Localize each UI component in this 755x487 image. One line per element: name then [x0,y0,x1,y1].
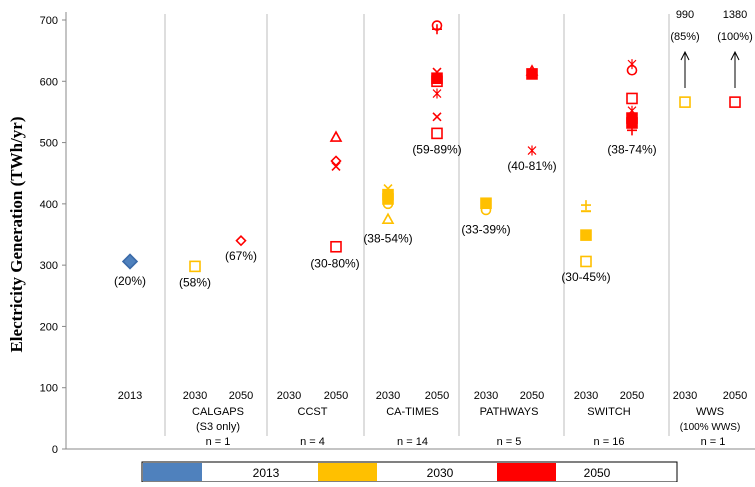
data-point-plus [432,24,442,35]
data-point-square [626,92,638,105]
y-tick-label: 500 [40,138,58,150]
x-column-label: 2050 [520,390,544,402]
offscale-arrowhead [680,50,690,61]
data-point-square [330,240,342,253]
range-annotation: (59-89%) [412,143,461,157]
data-point-diamond [235,234,247,247]
group-n-label: n = 16 [594,436,625,448]
data-point-square [431,127,443,140]
offscale-arrowhead [730,50,740,61]
x-column-label: 2050 [620,390,644,402]
range-annotation: (20%) [114,274,146,288]
data-point-circle [382,198,394,210]
group-subtitle: (S3 only) [196,421,240,433]
data-point-x [331,161,341,172]
x-column-label: 2050 [723,390,747,402]
x-column-label: 2030 [277,390,301,402]
offscale-value-label: 1380 [723,9,747,21]
x-column-label: 2030 [183,390,207,402]
data-point-square [580,255,592,268]
group-name: SWITCH [587,406,630,418]
group-subtitle: (100% WWS) [680,422,741,433]
y-tick-label: 400 [40,199,58,211]
x-column-label: 2030 [376,390,400,402]
data-point-filled-square [431,72,443,85]
offscale-percent-label: (85%) [670,31,699,43]
data-point-filled-square [480,197,492,210]
group-n-label: n = 4 [300,436,325,448]
legend-label: 2030 [427,466,454,480]
data-point-diamond [121,253,139,270]
x-column-label: 2030 [474,390,498,402]
data-point-filled-square [580,229,592,241]
group-name: CA-TIMES [386,406,439,418]
y-tick-label: 700 [40,15,58,27]
data-point-circle [480,204,492,216]
data-point-square [189,260,201,273]
y-tick-label: 200 [40,321,58,333]
range-annotation: (30-80%) [310,257,359,271]
y-tick-label: 0 [52,444,58,456]
data-point-square [679,96,691,108]
range-annotation: (38-54%) [363,231,412,245]
legend-swatch [497,463,556,481]
x-column-label: 2050 [229,390,253,402]
x-column-label: 2030 [673,390,697,402]
data-point-star [527,145,537,156]
group-name: WWS [696,406,724,418]
range-annotation: (67%) [225,249,257,263]
legend-label: 2013 [253,466,280,480]
y-tick-label: 100 [40,383,58,395]
data-point-plus [627,125,637,136]
legend-label: 2050 [584,466,611,480]
offscale-percent-label: (100%) [717,31,752,43]
group-n-label: n = 1 [206,436,231,448]
x-column-label: 2030 [574,390,598,402]
data-point-square [729,96,741,108]
data-point-circle [626,64,638,76]
legend-swatch [143,463,202,481]
legend-swatch [318,463,377,481]
range-annotation: (40-81%) [507,159,556,173]
data-point-filled-square [526,68,538,80]
data-point-triangle [381,212,395,224]
data-point-square [431,75,443,88]
group-n-label: n = 14 [397,436,428,448]
y-axis-title: Electricity Generation (TWh/yr) [7,116,26,352]
y-tick-label: 300 [40,260,58,272]
data-point-star [432,88,442,99]
group-n-label: n = 1 [701,436,726,448]
group-n-label: n = 5 [497,436,522,448]
data-point-plus [581,200,591,211]
y-tick-label: 600 [40,76,58,88]
data-point-x [432,112,442,122]
range-annotation: (38-74%) [607,143,656,157]
range-annotation: (58%) [179,276,211,290]
offscale-value-label: 990 [676,9,694,21]
range-annotation: (30-45%) [561,270,610,284]
data-point-triangle [329,130,343,142]
group-name: CCST [298,406,328,418]
x-column-label: 2013 [118,390,142,402]
x-column-label: 2050 [425,390,449,402]
group-name: PATHWAYS [480,406,539,418]
range-annotation: (33-39%) [461,222,510,236]
x-column-label: 2050 [324,390,348,402]
group-name: CALGAPS [192,406,244,418]
